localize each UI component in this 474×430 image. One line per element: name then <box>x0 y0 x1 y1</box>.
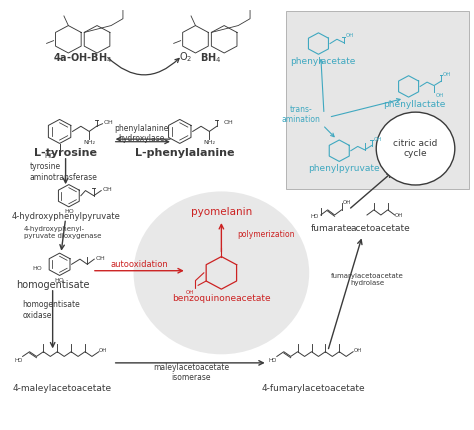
Text: OH: OH <box>99 348 107 353</box>
Text: maleylacetoacetate
isomerase: maleylacetoacetate isomerase <box>153 363 229 382</box>
Text: HO: HO <box>310 214 319 219</box>
Text: 4-hydroxyphenylpyruvate: 4-hydroxyphenylpyruvate <box>12 212 121 221</box>
Text: homogentisate: homogentisate <box>16 280 90 290</box>
Text: HO: HO <box>14 358 23 363</box>
Text: 4-hydroxyphenyl-
pyruvate dioxygenase: 4-hydroxyphenyl- pyruvate dioxygenase <box>24 226 101 239</box>
Circle shape <box>376 112 455 185</box>
Text: NH₂: NH₂ <box>83 141 95 145</box>
Text: OH: OH <box>186 290 194 295</box>
Text: O$_2$: O$_2$ <box>179 50 192 64</box>
Text: fumarylacetoacetate
hydrolase: fumarylacetoacetate hydrolase <box>330 273 403 286</box>
Text: OH: OH <box>224 120 233 126</box>
Text: OH: OH <box>443 72 451 77</box>
Text: homogentisate
oxidase: homogentisate oxidase <box>23 301 81 320</box>
Text: phenyllactate: phenyllactate <box>383 100 446 109</box>
Text: trans-
amination: trans- amination <box>282 104 320 124</box>
Text: fumarate: fumarate <box>310 224 352 233</box>
Text: 4-maleylacetoacetate: 4-maleylacetoacetate <box>12 384 111 393</box>
Text: autooxidation: autooxidation <box>111 260 168 269</box>
Text: acetoacetate: acetoacetate <box>351 224 411 233</box>
Text: OH: OH <box>354 348 363 353</box>
Text: OH: OH <box>395 212 403 218</box>
Text: HO: HO <box>268 358 277 363</box>
Text: HO: HO <box>64 209 73 214</box>
Text: HO: HO <box>45 153 55 159</box>
Text: NH₂: NH₂ <box>203 141 215 145</box>
Text: HO: HO <box>32 266 42 271</box>
Text: 4-fumarylacetoacetate: 4-fumarylacetoacetate <box>262 384 365 393</box>
Text: OH: OH <box>436 93 444 98</box>
Text: OH: OH <box>96 256 105 261</box>
Circle shape <box>134 191 309 354</box>
FancyBboxPatch shape <box>286 12 469 189</box>
Text: tyrosine
aminotransferase: tyrosine aminotransferase <box>29 163 98 182</box>
Text: OH: OH <box>102 187 112 192</box>
Text: OH: OH <box>343 200 351 205</box>
Text: 4a-OH-BH$_4$: 4a-OH-BH$_4$ <box>53 52 112 65</box>
Text: OH: OH <box>374 137 382 141</box>
Text: phenylalanine
hydroxylase: phenylalanine hydroxylase <box>115 124 169 143</box>
Text: OH: OH <box>345 34 354 38</box>
Text: phenylacetate: phenylacetate <box>291 57 356 66</box>
Text: citric acid
cycle: citric acid cycle <box>393 139 438 158</box>
Text: polymerization: polymerization <box>237 230 295 239</box>
Text: benzoquinoneacetate: benzoquinoneacetate <box>172 294 271 303</box>
Text: L-tyrosine: L-tyrosine <box>34 148 97 158</box>
Text: HO: HO <box>55 278 64 283</box>
Text: L-phenylalanine: L-phenylalanine <box>135 148 234 158</box>
Text: OH: OH <box>103 120 113 126</box>
Text: pyomelanin: pyomelanin <box>191 206 252 217</box>
Text: BH$_4$: BH$_4$ <box>200 52 221 65</box>
Text: phenylpyruvate: phenylpyruvate <box>308 164 380 173</box>
